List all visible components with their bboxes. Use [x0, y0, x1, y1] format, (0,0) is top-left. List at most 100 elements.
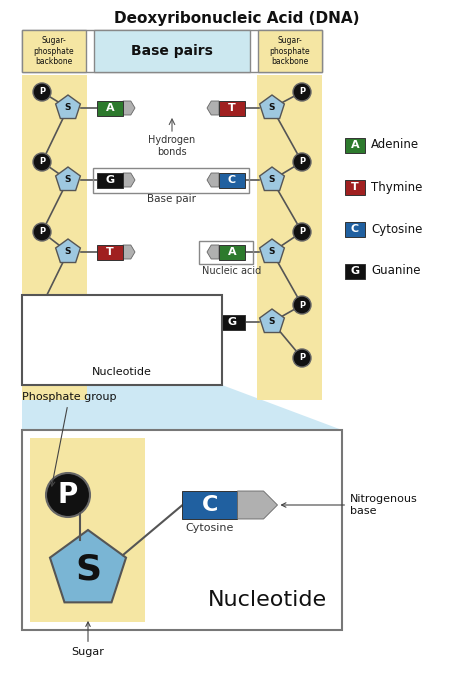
Text: P: P — [39, 158, 45, 166]
FancyBboxPatch shape — [22, 295, 222, 385]
Polygon shape — [55, 95, 81, 118]
FancyBboxPatch shape — [97, 245, 123, 260]
Text: P: P — [299, 301, 305, 310]
Text: Hydrogen
bonds: Hydrogen bonds — [148, 135, 196, 158]
Circle shape — [33, 296, 51, 314]
FancyBboxPatch shape — [22, 430, 342, 630]
Circle shape — [293, 83, 311, 101]
Text: S: S — [269, 247, 275, 256]
Circle shape — [46, 473, 90, 517]
Text: P: P — [58, 481, 78, 509]
Text: S: S — [65, 103, 71, 112]
Circle shape — [293, 296, 311, 314]
FancyBboxPatch shape — [97, 172, 123, 187]
Text: Guanine: Guanine — [371, 264, 420, 278]
Text: P: P — [39, 87, 45, 97]
Text: P: P — [299, 158, 305, 166]
Text: Sugar: Sugar — [72, 622, 104, 657]
Text: S: S — [65, 247, 71, 256]
Circle shape — [293, 153, 311, 171]
Circle shape — [293, 349, 311, 367]
Polygon shape — [55, 167, 81, 191]
FancyBboxPatch shape — [30, 438, 145, 622]
Text: G: G — [228, 317, 237, 327]
FancyBboxPatch shape — [345, 180, 365, 195]
Polygon shape — [123, 315, 135, 329]
FancyBboxPatch shape — [219, 314, 245, 329]
Polygon shape — [260, 95, 284, 118]
Circle shape — [33, 153, 51, 171]
Polygon shape — [123, 101, 135, 115]
Text: C: C — [351, 224, 359, 234]
Text: Sugar-
phosphate
backbone: Sugar- phosphate backbone — [34, 36, 74, 66]
Text: S: S — [269, 176, 275, 185]
Text: P: P — [39, 228, 45, 237]
FancyBboxPatch shape — [94, 30, 250, 72]
FancyBboxPatch shape — [257, 75, 322, 400]
FancyBboxPatch shape — [219, 101, 245, 116]
Text: Nucleotide: Nucleotide — [208, 590, 327, 610]
Polygon shape — [22, 385, 342, 430]
FancyBboxPatch shape — [97, 314, 123, 329]
Text: P: P — [39, 354, 45, 362]
Text: Phosphate group: Phosphate group — [22, 392, 117, 486]
Text: P: P — [299, 87, 305, 97]
FancyBboxPatch shape — [345, 264, 365, 279]
Polygon shape — [50, 530, 126, 602]
Text: A: A — [351, 140, 359, 150]
FancyBboxPatch shape — [219, 245, 245, 260]
Text: T: T — [351, 182, 359, 192]
Text: A: A — [228, 247, 237, 257]
Polygon shape — [55, 239, 81, 262]
Polygon shape — [123, 245, 135, 259]
Polygon shape — [260, 309, 284, 333]
Text: S: S — [269, 318, 275, 327]
Text: P: P — [299, 228, 305, 237]
FancyBboxPatch shape — [345, 137, 365, 153]
Text: S: S — [269, 103, 275, 112]
Text: T: T — [106, 247, 114, 257]
Polygon shape — [207, 101, 219, 115]
Text: T: T — [228, 103, 236, 113]
Polygon shape — [55, 309, 81, 333]
Polygon shape — [207, 173, 219, 187]
Text: S: S — [65, 318, 71, 327]
Text: Nitrogenous
base: Nitrogenous base — [282, 494, 418, 516]
FancyBboxPatch shape — [182, 491, 237, 519]
FancyBboxPatch shape — [97, 101, 123, 116]
Text: Cytosine: Cytosine — [186, 523, 234, 533]
Text: A: A — [106, 103, 114, 113]
Text: Base pair: Base pair — [147, 195, 197, 205]
Text: Cytosine: Cytosine — [371, 222, 422, 235]
Text: Deoxyribonucleic Acid (DNA): Deoxyribonucleic Acid (DNA) — [114, 11, 360, 26]
Text: C: C — [228, 175, 236, 185]
Circle shape — [33, 349, 51, 367]
FancyBboxPatch shape — [258, 30, 322, 72]
Circle shape — [33, 83, 51, 101]
Text: S: S — [65, 176, 71, 185]
Circle shape — [33, 223, 51, 241]
Polygon shape — [237, 491, 277, 519]
FancyBboxPatch shape — [22, 30, 322, 72]
FancyBboxPatch shape — [22, 75, 87, 400]
Circle shape — [293, 223, 311, 241]
Text: Base pairs: Base pairs — [131, 44, 213, 58]
Text: P: P — [299, 354, 305, 362]
Text: Adenine: Adenine — [371, 139, 419, 151]
Text: Nucleotide: Nucleotide — [92, 367, 152, 377]
FancyBboxPatch shape — [22, 30, 86, 72]
Text: Nucleic acid: Nucleic acid — [202, 266, 262, 276]
Text: C: C — [202, 495, 218, 515]
Polygon shape — [123, 173, 135, 187]
Text: S: S — [75, 553, 101, 587]
Text: Sugar-
phosphate
backbone: Sugar- phosphate backbone — [270, 36, 310, 66]
Text: Thymine: Thymine — [371, 180, 422, 193]
FancyBboxPatch shape — [345, 222, 365, 237]
Text: G: G — [105, 175, 115, 185]
Polygon shape — [207, 315, 219, 329]
Polygon shape — [207, 245, 219, 259]
FancyBboxPatch shape — [219, 172, 245, 187]
Text: P: P — [39, 301, 45, 310]
Polygon shape — [260, 239, 284, 262]
Text: C: C — [106, 317, 114, 327]
